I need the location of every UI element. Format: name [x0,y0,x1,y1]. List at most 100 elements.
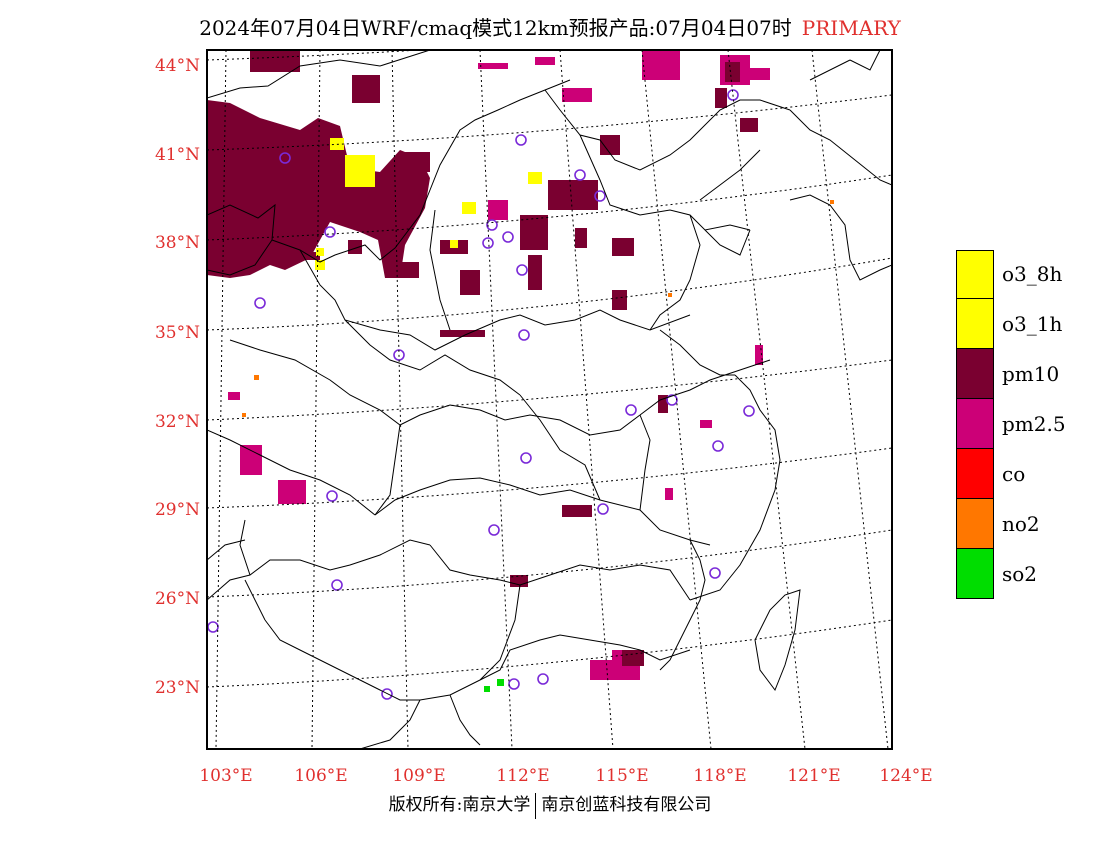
lat-label: 35°N [154,323,200,343]
station-marker [331,579,343,591]
pollutant-cell [242,413,246,417]
pollutant-cell [575,228,587,248]
lon-label: 124°E [879,766,933,786]
station-marker [381,688,393,700]
map-title: 2024年07月04日WRF/cmaq模式12km预报产品:07月04日07时 P… [0,12,1100,41]
legend-label: co [1002,462,1026,486]
lat-label: 41°N [154,145,200,165]
station-marker [597,503,609,515]
pollutant-cell [715,88,727,108]
station-marker [520,452,532,464]
station-marker [254,297,266,309]
pollutant-cell [402,152,430,172]
legend: o3_8h o3_1h pm10 pm2.5 co no2 so2 [956,249,1066,599]
legend-label: pm10 [1002,362,1060,386]
station-marker [574,169,586,181]
lat-label: 26°N [154,589,200,609]
pollutant-cell [562,505,592,517]
pollutant-cell [740,118,758,132]
graticule [207,50,892,749]
station-marker [515,134,527,146]
footer-divider [535,792,537,819]
pollutant-cell [668,293,672,297]
legend-swatch [956,299,994,349]
lat-label: 32°N [154,412,200,432]
pollutant-cell [520,215,548,250]
legend-swatch [956,249,994,299]
station-marker [594,190,606,202]
station-marker [625,404,637,416]
pollutant-cell [460,270,480,295]
pollutant-cell [665,488,673,500]
pollutant-cell [755,345,763,365]
legend-swatch [956,549,994,599]
lat-label: 23°N [154,678,200,698]
pollutant-cell [548,180,598,210]
pollutant-cell [700,420,712,428]
pollutant-cell [315,260,325,270]
pollutant-cell [278,480,306,504]
copyright-right: 南京创蓝科技有限公司 [541,795,712,815]
lon-label: 121°E [787,766,841,786]
lat-label: 38°N [154,233,200,253]
station-marker [326,490,338,502]
boundaries [207,50,892,749]
legend-item-o3-1h: o3_1h [956,299,1066,349]
station-marker [508,678,520,690]
station-marker [537,673,549,685]
legend-item-pm25: pm2.5 [956,399,1066,449]
pollutant-cell [535,57,555,65]
station-marker [324,226,336,238]
legend-label: so2 [1002,562,1038,586]
pollutant-cell [528,172,542,184]
legend-label: o3_1h [1002,312,1063,336]
station-marker [486,219,498,231]
title-text: 2024年07月04日WRF/cmaq模式12km预报产品:07月04日07时 [199,16,792,40]
pollutant-cell [622,650,644,666]
legend-swatch [956,399,994,449]
copyright-left: 版权所有:南京大学 [388,795,531,815]
pollutant-cell [745,68,770,80]
pollutant-cell [497,679,504,686]
lon-label: 103°E [199,766,253,786]
lon-label: 118°E [693,766,747,786]
station-marker [727,89,739,101]
pollutant-cell [725,62,740,82]
pollutant-cell [228,392,240,400]
copyright-footer: 版权所有:南京大学 南京创蓝科技有限公司 [0,790,1100,819]
legend-swatch [956,499,994,549]
station-marker [712,440,724,452]
legend-item-no2: no2 [956,499,1066,549]
station-marker [279,152,291,164]
legend-label: o3_8h [1002,262,1063,286]
pollutant-cell [450,240,458,248]
lon-label: 115°E [595,766,649,786]
pollutant-cell [250,50,300,72]
pollutant-cell [600,135,620,155]
pollutant-cell [316,248,324,256]
station-marker [482,237,494,249]
pollutant-cell [488,200,508,220]
pollutant-cell [484,686,490,692]
lat-label: 44°N [154,56,200,76]
pollutant-cell [352,75,380,103]
legend-item-co: co [956,449,1066,499]
lat-label: 29°N [154,500,200,520]
lon-label: 112°E [496,766,550,786]
legend-item-so2: so2 [956,549,1066,599]
pollutant-cell [440,330,485,337]
station-marker [207,621,219,633]
station-marker [518,329,530,341]
pollutant-cell [528,255,542,290]
legend-item-o3-8h: o3_8h [956,249,1066,299]
station-marker [488,524,500,536]
primary-tag: PRIMARY [801,16,901,40]
pollutant-cell [612,238,634,256]
pollutant-cell [642,50,680,80]
legend-swatch [956,449,994,499]
lon-label: 109°E [392,766,446,786]
pollutant-cells [207,50,834,700]
pollutant-cell [345,155,375,187]
pollutant-cell [612,290,627,310]
